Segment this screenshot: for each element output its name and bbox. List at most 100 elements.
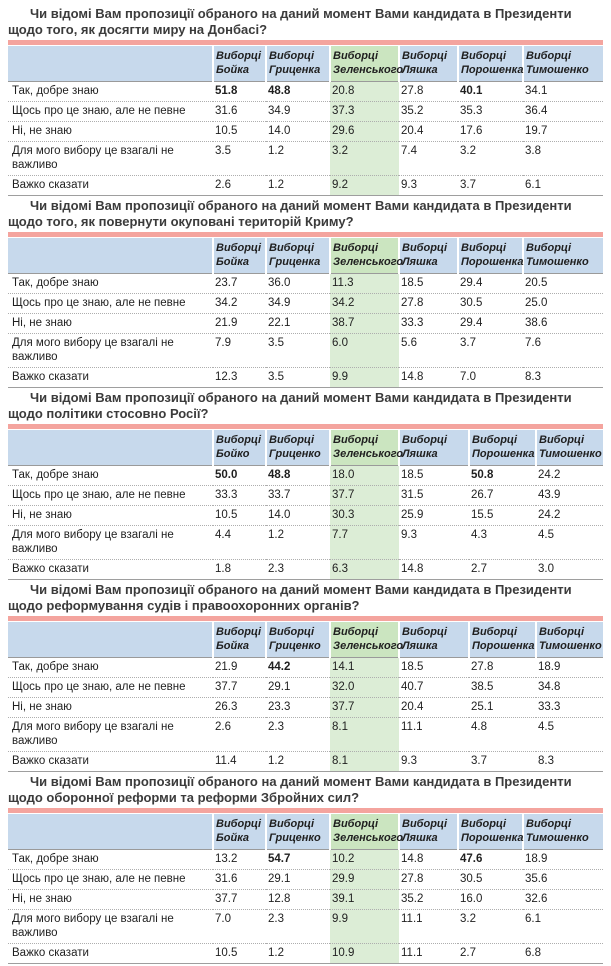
value-cell: 18.9 bbox=[538, 661, 561, 673]
value-cell-highlighted: 30.3 bbox=[330, 505, 399, 526]
value-cell: 1.2 bbox=[266, 525, 330, 560]
value-cell: 11.1 bbox=[399, 717, 469, 752]
row-label: Важко сказати bbox=[8, 175, 213, 196]
row-label: Щось про це знаю, але не певне bbox=[8, 293, 213, 314]
column-header-highlighted: Виборці Зеленського bbox=[329, 46, 403, 82]
value-cell: 10.5 bbox=[213, 121, 266, 142]
value-cell: 20.4 bbox=[399, 121, 458, 142]
value-cell: 2.6 bbox=[213, 175, 266, 196]
row-label: Так, добре знаю bbox=[12, 85, 99, 97]
value-cell: 34.2 bbox=[213, 293, 266, 314]
corner-cell bbox=[8, 238, 213, 274]
table-row: Важко сказати 1.8 2.3 6.3 14.8 2.7 3.0 bbox=[8, 559, 603, 580]
value-cell: 10.5 bbox=[213, 943, 266, 964]
column-header: Виборці Тимошенко bbox=[522, 814, 603, 850]
value-cell: 3.2 bbox=[458, 141, 523, 176]
table-row: Важко сказати 2.6 1.2 9.2 9.3 3.7 6.1 bbox=[8, 175, 603, 196]
value-cell: 27.8 bbox=[399, 293, 458, 314]
value-cell: 11.1 bbox=[399, 943, 458, 964]
column-header: Виборці Тимошенко bbox=[535, 430, 603, 466]
value-cell: 6.8 bbox=[523, 943, 603, 964]
row-label: Важко сказати bbox=[8, 559, 213, 580]
value-cell-highlighted: 9.9 bbox=[330, 367, 399, 388]
value-cell: 1.2 bbox=[266, 943, 330, 964]
value-cell: 27.8 bbox=[399, 869, 458, 890]
value-cell: 3.7 bbox=[458, 333, 523, 368]
value-cell: 7.0 bbox=[458, 367, 523, 388]
value-cell: 40.1 bbox=[460, 85, 483, 97]
value-cell-highlighted: 6.3 bbox=[330, 559, 399, 580]
value-cell: 10.5 bbox=[213, 505, 266, 526]
column-header: Виборці Порошенка bbox=[457, 46, 523, 82]
value-cell: 33.3 bbox=[536, 697, 603, 718]
value-cell: 50.0 bbox=[215, 469, 238, 481]
value-cell: 34.8 bbox=[536, 677, 603, 698]
value-cell: 18.5 bbox=[401, 469, 424, 481]
value-cell: 2.3 bbox=[266, 559, 330, 580]
value-cell-highlighted: 38.7 bbox=[330, 313, 399, 334]
value-cell: 34.1 bbox=[525, 85, 548, 97]
value-cell: 3.5 bbox=[266, 333, 330, 368]
row-label: Для мого вибору це взагалі не важливо bbox=[8, 717, 213, 752]
value-cell: 3.8 bbox=[523, 141, 603, 176]
value-cell: 7.6 bbox=[523, 333, 603, 368]
value-cell: 6.1 bbox=[523, 909, 603, 944]
survey-section-courts-reform: Чи відомі Вам пропозиції обраного на дан… bbox=[0, 582, 611, 772]
section-title: Чи відомі Вам пропозиції обраного на дан… bbox=[8, 390, 572, 421]
table-row: Для мого вибору це взагалі не важливо 7.… bbox=[8, 333, 603, 368]
value-cell: 4.3 bbox=[469, 525, 536, 560]
column-header: Виборці Бойка bbox=[212, 46, 266, 82]
table-row: Ні, не знаю 37.7 12.8 39.1 35.2 16.0 32.… bbox=[8, 889, 603, 910]
value-cell: 24.2 bbox=[538, 469, 561, 481]
value-cell: 21.9 bbox=[215, 661, 238, 673]
row-label: Щось про це знаю, але не певне bbox=[8, 101, 213, 122]
value-cell-highlighted: 37.7 bbox=[330, 485, 399, 506]
value-cell: 3.7 bbox=[458, 175, 523, 196]
column-header: Виборці Гриценка bbox=[265, 238, 330, 274]
value-cell-highlighted: 32.0 bbox=[330, 677, 399, 698]
header-row: Виборці Бойка Виборці Гриценко Виборці З… bbox=[8, 622, 603, 658]
value-cell-highlighted: 9.9 bbox=[330, 909, 399, 944]
value-cell: 25.1 bbox=[469, 697, 536, 718]
value-cell: 15.5 bbox=[469, 505, 536, 526]
header-row: Виборці Бойка Виборці Гриценка Виборці З… bbox=[8, 238, 603, 274]
value-cell-highlighted: 37.3 bbox=[330, 101, 399, 122]
value-cell: 30.5 bbox=[458, 869, 523, 890]
value-cell: 17.6 bbox=[458, 121, 523, 142]
column-header-highlighted: Виборці Зеленського bbox=[329, 430, 403, 466]
value-cell: 20.5 bbox=[525, 277, 548, 289]
value-cell: 18.9 bbox=[525, 853, 548, 865]
value-cell: 29.4 bbox=[458, 313, 523, 334]
value-cell: 36.4 bbox=[523, 101, 603, 122]
value-cell: 25.0 bbox=[523, 293, 603, 314]
value-cell: 27.8 bbox=[401, 85, 424, 97]
column-header: Виборці Порошенка bbox=[468, 430, 536, 466]
title-underline-bar bbox=[8, 808, 603, 813]
section-title: Чи відомі Вам пропозиції обраного на дан… bbox=[8, 774, 572, 805]
value-cell: 32.6 bbox=[523, 889, 603, 910]
column-header-highlighted: Виборці Зеленського bbox=[329, 622, 403, 658]
value-cell-highlighted: 9.2 bbox=[330, 175, 399, 196]
value-cell: 9.3 bbox=[399, 175, 458, 196]
survey-section-crimea: Чи відомі Вам пропозиції обраного на дан… bbox=[0, 198, 611, 388]
row-label: Ні, не знаю bbox=[8, 505, 213, 526]
value-cell-highlighted: 20.8 bbox=[330, 81, 399, 102]
value-cell: 3.5 bbox=[266, 367, 330, 388]
value-cell: 30.5 bbox=[458, 293, 523, 314]
value-cell: 7.0 bbox=[213, 909, 266, 944]
value-cell-highlighted: 29.9 bbox=[330, 869, 399, 890]
table-row: Важко сказати 11.4 1.2 8.1 9.3 3.7 8.3 bbox=[8, 751, 603, 772]
title-underline-bar bbox=[8, 232, 603, 237]
value-cell-highlighted: 29.6 bbox=[330, 121, 399, 142]
survey-section-russia-policy: Чи відомі Вам пропозиції обраного на дан… bbox=[0, 390, 611, 580]
value-cell: 11.1 bbox=[399, 909, 458, 944]
value-cell: 14.8 bbox=[401, 853, 424, 865]
value-cell-highlighted: 14.1 bbox=[330, 657, 399, 678]
value-cell: 47.6 bbox=[460, 853, 483, 865]
value-cell-highlighted: 34.2 bbox=[330, 293, 399, 314]
row-label: Для мого вибору це взагалі не важливо bbox=[8, 141, 213, 176]
row-label: Для мого вибору це взагалі не важливо bbox=[8, 909, 213, 944]
column-header: Виборці Гриценко bbox=[265, 430, 330, 466]
column-header-highlighted: Виборці Зеленського bbox=[329, 238, 403, 274]
value-cell: 12.3 bbox=[213, 367, 266, 388]
